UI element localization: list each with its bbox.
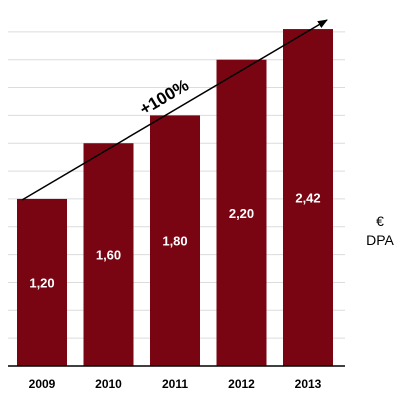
data-label-2012: 2,20 xyxy=(229,206,254,221)
x-tick-2009: 2009 xyxy=(29,377,56,391)
x-tick-labels: 2009 2010 2011 2012 2013 xyxy=(29,377,322,391)
currency-symbol: € xyxy=(376,213,384,229)
data-label-2011: 1,80 xyxy=(162,234,187,249)
data-label-2010: 1,60 xyxy=(96,248,121,263)
trend-arrow xyxy=(21,19,328,201)
bars xyxy=(17,29,333,367)
bar-2010 xyxy=(83,143,134,366)
data-label-2013: 2,42 xyxy=(295,191,320,206)
x-tick-2011: 2011 xyxy=(162,377,188,391)
bar-2011 xyxy=(150,115,200,366)
bar-2013 xyxy=(283,29,333,367)
unit-label: € DPA xyxy=(360,212,400,250)
x-tick-2012: 2012 xyxy=(228,377,255,391)
x-tick-2010: 2010 xyxy=(95,377,122,391)
bar-2012 xyxy=(216,59,267,366)
bar-2009 xyxy=(17,198,67,366)
x-tick-2013: 2013 xyxy=(295,377,322,391)
data-labels: 1,20 1,60 1,80 2,20 2,42 xyxy=(29,191,320,291)
unit-text: DPA xyxy=(366,232,394,248)
data-label-2009: 1,20 xyxy=(29,275,54,290)
growth-annotation: +100% xyxy=(136,76,192,119)
